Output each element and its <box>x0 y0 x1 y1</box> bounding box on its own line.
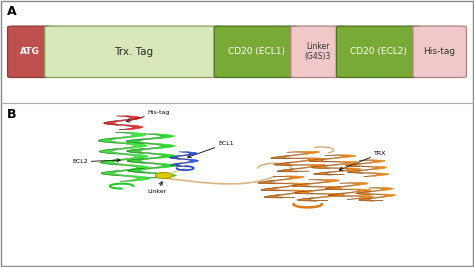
Polygon shape <box>271 151 326 172</box>
Text: ECL2: ECL2 <box>72 159 120 164</box>
Polygon shape <box>292 179 344 201</box>
FancyBboxPatch shape <box>214 26 299 77</box>
FancyBboxPatch shape <box>413 26 466 77</box>
Polygon shape <box>258 176 310 198</box>
Polygon shape <box>170 152 198 167</box>
Polygon shape <box>346 160 389 176</box>
Text: CD20 (ECL2): CD20 (ECL2) <box>350 47 407 56</box>
Polygon shape <box>356 187 395 201</box>
Text: Linker: Linker <box>147 182 167 194</box>
FancyBboxPatch shape <box>45 26 222 77</box>
Text: Linker
(G4S)3: Linker (G4S)3 <box>304 42 331 61</box>
Text: His-tag: His-tag <box>424 47 456 56</box>
Text: CD20 (ECL1): CD20 (ECL1) <box>228 47 285 56</box>
Text: His-tag: His-tag <box>127 110 170 122</box>
Text: TRX: TRX <box>339 151 386 170</box>
Text: Trx. Tag: Trx. Tag <box>114 47 153 57</box>
Text: B: B <box>7 108 17 121</box>
Polygon shape <box>98 132 150 181</box>
Circle shape <box>155 172 173 178</box>
Text: A: A <box>7 5 17 18</box>
Text: ECL1: ECL1 <box>188 141 234 158</box>
FancyBboxPatch shape <box>8 26 53 77</box>
Polygon shape <box>104 116 143 130</box>
Text: ATG: ATG <box>20 47 40 56</box>
Polygon shape <box>326 183 374 199</box>
Polygon shape <box>309 155 361 175</box>
FancyBboxPatch shape <box>291 26 344 77</box>
Polygon shape <box>126 134 176 178</box>
FancyBboxPatch shape <box>337 26 421 77</box>
